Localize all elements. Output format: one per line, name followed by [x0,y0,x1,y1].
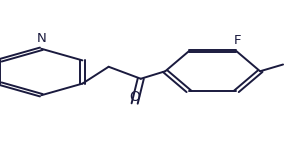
Text: O: O [129,90,140,104]
Text: N: N [36,32,46,45]
Text: F: F [234,34,242,47]
